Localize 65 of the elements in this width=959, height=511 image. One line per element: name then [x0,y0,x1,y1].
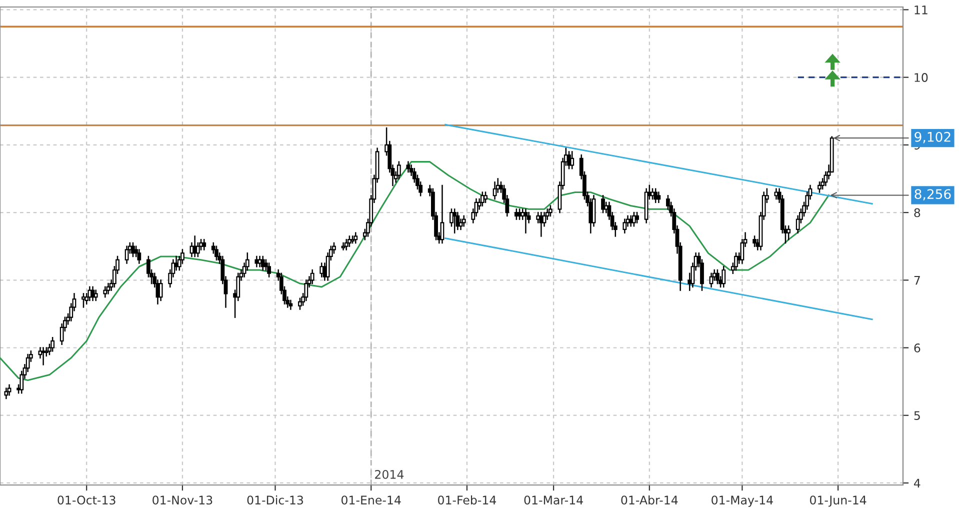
candlestick [202,238,206,250]
candlestick [320,262,324,278]
candlestick [570,151,574,170]
x-tick-label: 01-Mar-14 [524,496,583,505]
x-tick-label: 01-Oct-13 [58,496,116,505]
candlestick [310,269,314,284]
candlestick [103,286,108,298]
y-tick-label: 10 [914,73,928,82]
candlestick [4,388,8,400]
candlestick [267,262,271,278]
candlestick [548,205,552,217]
candlestick [480,192,484,206]
y-tick-label: 7 [914,276,920,285]
candlestick [348,236,352,247]
candlestick [709,272,714,288]
candlestick [752,236,757,247]
candlestick [786,225,791,240]
annotation: 9,102 [914,132,950,144]
x-tick-label: 01-Feb-14 [438,495,496,505]
candlestick [622,218,627,234]
candlestick [396,161,401,180]
candlestick [88,286,92,302]
candlestick [344,238,348,250]
candlestick [601,195,605,214]
candlestick [656,192,661,204]
candlestick [734,252,738,271]
candlestick [50,336,55,352]
ref-line-label: 2014 [375,470,404,479]
y-tick-label: 5 [914,411,920,420]
candlestick [196,242,200,258]
candlestick [462,215,466,227]
x-tick-label: 01-Dic-13 [247,495,303,505]
candlestick [124,246,129,264]
y-tick-label: 4 [914,478,920,488]
annotation: 8,256 [914,189,951,200]
candlestick [288,300,293,310]
candlestick [254,256,259,268]
x-tick-label: 01-May-14 [712,496,773,507]
candlestick [484,192,488,204]
candlestick [635,212,639,224]
y-tick-label: 6 [914,343,920,352]
candlestick [7,384,12,396]
x-tick-label: 01-Abr-14 [621,495,678,505]
candlestick [456,212,460,230]
candlestick [716,269,720,284]
candlestick [818,181,822,193]
candlestick [524,208,528,234]
x-tick-label: 01-Jun-14 [810,496,866,507]
candlestick [406,161,410,173]
y-tick-label: 11 [914,6,928,14]
candlestick [440,184,444,244]
candlestick [722,266,726,288]
x-tick-label: 01-Ene-14 [341,496,401,505]
x-tick-label: 01-Nov-13 [152,496,212,505]
candlestick [106,282,110,294]
candlestick [654,188,658,204]
y-tick-label: 8 [914,208,920,218]
candlestick [452,208,457,234]
candlestick [137,249,142,264]
candlestick [354,232,358,244]
candlestick [214,246,218,260]
candlestick [41,347,46,366]
candlestick [158,280,163,302]
candlestick [94,290,98,302]
candlestick [604,202,608,214]
